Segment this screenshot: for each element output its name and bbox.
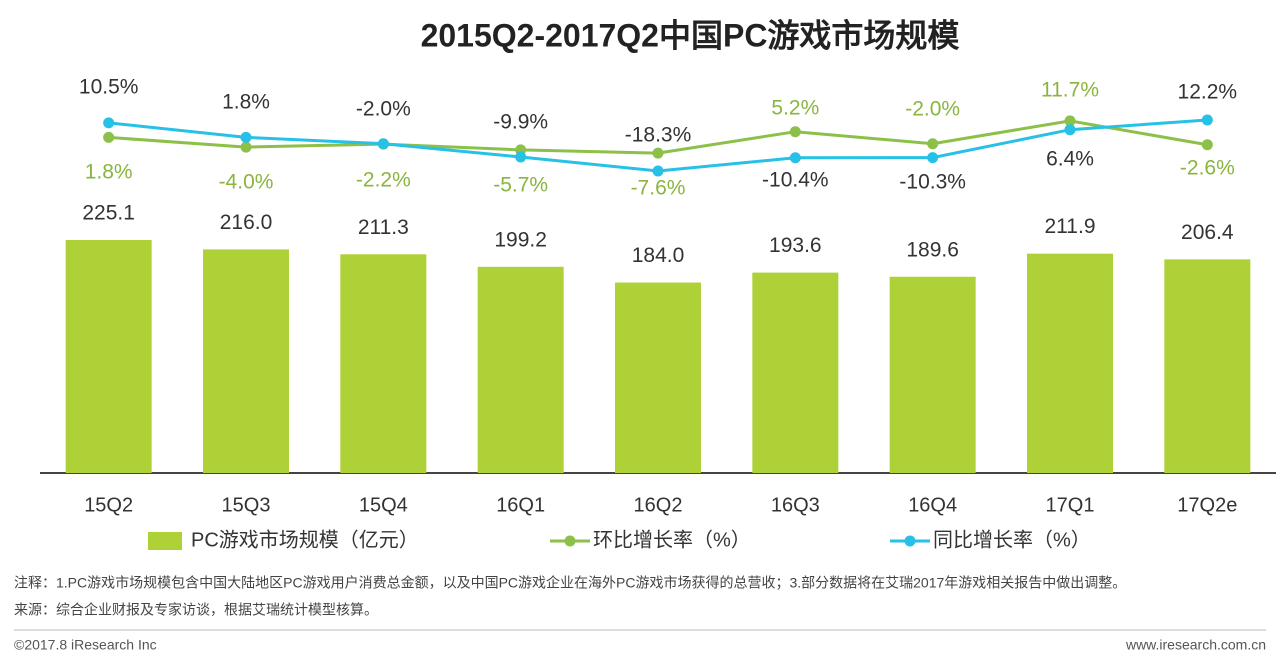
x-tick-label: 16Q1 — [496, 494, 545, 516]
x-tick-label: 17Q2e — [1177, 494, 1237, 516]
legend-label: PC游戏市场规模（亿元） — [191, 528, 419, 551]
line-point — [652, 147, 664, 159]
line-value-label: 6.4% — [1046, 148, 1094, 171]
line-value-label: -2.6% — [1180, 157, 1235, 180]
line-value-label: -2.0% — [356, 98, 411, 121]
bar-value-label: 211.3 — [358, 216, 409, 239]
bar — [203, 249, 289, 473]
bar-value-label: 211.9 — [1045, 215, 1096, 238]
line-value-label: 1.8% — [222, 91, 270, 114]
x-tick-label: 15Q2 — [84, 494, 133, 516]
x-tick-label: 17Q1 — [1046, 494, 1095, 516]
line-point — [789, 152, 801, 164]
chart-title: 2015Q2-2017Q2中国PC游戏市场规模 — [421, 17, 960, 53]
note: 注释：1.PC游戏市场规模包含中国大陆地区PC游戏用户消费总金额，以及中国PC游… — [14, 575, 1126, 592]
legend-swatch — [564, 535, 576, 547]
line-point — [1201, 114, 1213, 126]
legend-swatch — [904, 535, 916, 547]
line-value-label: -18.3% — [625, 124, 692, 147]
line-value-label: 1.8% — [85, 161, 133, 184]
line-value-label: -7.6% — [631, 177, 686, 200]
line-value-label: -2.2% — [356, 169, 411, 192]
line-point — [652, 165, 664, 177]
bar — [65, 240, 152, 473]
bar — [477, 266, 564, 473]
x-tick-label: 16Q2 — [634, 494, 683, 516]
bar — [340, 254, 427, 473]
line-point — [1064, 124, 1076, 136]
line-value-label: -9.9% — [493, 111, 548, 134]
x-tick-label: 16Q4 — [908, 494, 957, 516]
line-point — [789, 126, 801, 138]
line-point — [240, 131, 252, 143]
copyright: ©2017.8 iResearch Inc — [14, 637, 157, 653]
bar — [615, 282, 701, 473]
line-value-label: -10.3% — [899, 171, 966, 194]
line-point — [240, 141, 252, 153]
legend-label: 同比增长率（%） — [933, 528, 1091, 551]
line-value-label: -4.0% — [219, 171, 274, 194]
bar-value-label: 184.0 — [632, 244, 685, 267]
bar-value-label: 225.1 — [82, 202, 135, 225]
line-point — [1201, 139, 1213, 151]
line-point — [1064, 115, 1076, 127]
line-value-label: -10.4% — [762, 169, 829, 192]
website: www.iresearch.com.cn — [1125, 637, 1266, 653]
line-value-label: 5.2% — [771, 97, 819, 120]
line-point — [515, 151, 527, 163]
x-tick-label: 16Q3 — [771, 494, 820, 516]
x-tick-label: 15Q3 — [222, 494, 271, 516]
line-value-label: 10.5% — [79, 76, 139, 99]
x-tick-label: 15Q4 — [359, 494, 408, 516]
bar-value-label: 199.2 — [494, 228, 547, 251]
line-value-label: -5.7% — [493, 174, 548, 197]
line-point — [103, 131, 115, 143]
bar-value-label: 189.6 — [906, 238, 959, 261]
line-value-label: 12.2% — [1178, 81, 1238, 104]
bar — [752, 272, 839, 473]
bar — [1027, 253, 1113, 473]
line-point — [927, 138, 939, 150]
bar — [1164, 259, 1251, 473]
line-value-label: -2.0% — [905, 98, 960, 121]
source: 来源：综合企业财报及专家访谈，根据艾瑞统计模型核算。 — [14, 602, 378, 618]
legend-swatch — [148, 532, 182, 550]
bar-value-label: 216.0 — [220, 211, 273, 234]
line-point — [927, 152, 939, 164]
line-point — [377, 138, 389, 150]
bar-value-label: 206.4 — [1181, 221, 1234, 244]
line-value-label: 11.7% — [1041, 79, 1099, 102]
legend-label: 环比增长率（%） — [593, 528, 751, 551]
line-point — [103, 117, 115, 129]
bar-value-label: 193.6 — [769, 234, 822, 257]
bar — [889, 276, 976, 473]
